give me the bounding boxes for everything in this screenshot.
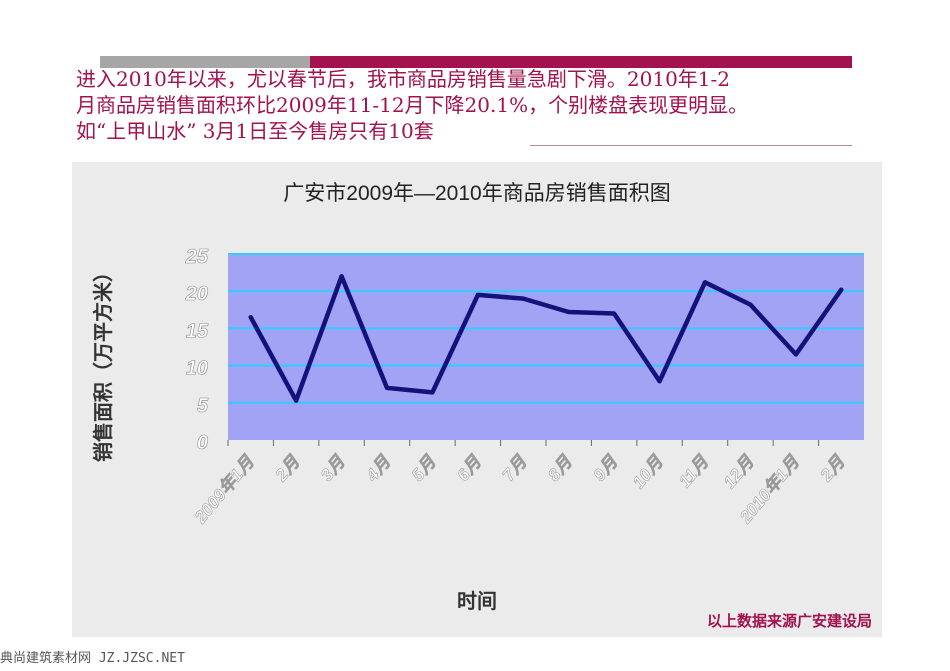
header-bar-gray — [100, 56, 310, 68]
y-tick-label: 0 — [197, 432, 208, 454]
x-tick-label: 3月 — [317, 452, 349, 485]
x-tick-label: 11月 — [675, 452, 712, 492]
headline-line-1: 进入2010年以来，尤以春节后，我市商品房销售量急剧下滑。2010年1-2 — [76, 67, 731, 91]
data-point — [248, 315, 253, 320]
x-tick-label: 12月 — [720, 452, 758, 492]
data-point — [475, 292, 480, 297]
sales-area-line-chart: 广安市2009年—2010年商品房销售面积图 0 5 10 15 20 25 2009年1月… — [91, 182, 872, 630]
plot-background — [228, 254, 864, 440]
y-tick-label: 5 — [197, 395, 209, 417]
chart-title: 广安市2009年—2010年商品房销售面积图 — [283, 182, 670, 205]
data-point — [430, 390, 435, 395]
x-axis-label: 时间 — [457, 590, 497, 613]
watermark-text: 典尚建筑素材网 JZ.JZSC.NET — [0, 651, 185, 666]
x-tick-label: 2009年1月 — [190, 452, 258, 528]
y-tick-label: 20 — [185, 283, 208, 305]
data-point — [748, 302, 753, 307]
headline-line-2: 月商品房销售面积环比2009年11-12月下降20.1%，个别楼盘表现更明显。 — [76, 93, 749, 117]
data-point — [294, 398, 299, 403]
y-axis-label: 销售面积（万平方米） — [91, 262, 115, 462]
y-tick-label: 25 — [185, 246, 209, 268]
data-point — [612, 311, 617, 316]
x-tick-label: 2月 — [816, 452, 849, 486]
headline-line-3: 如“上甲山水” 3月1日至今售房只有10套 — [76, 119, 434, 143]
data-point — [339, 274, 344, 279]
x-tick-label: 5月 — [408, 452, 440, 485]
data-point — [566, 310, 571, 315]
source-note: 以上数据来源广安建设局 — [707, 612, 872, 630]
x-tick-label: 8月 — [544, 452, 576, 485]
x-tick-label: 4月 — [362, 452, 395, 486]
y-tick-label: 15 — [186, 320, 209, 342]
data-point — [839, 287, 844, 292]
headline-underline — [530, 145, 852, 146]
data-point — [703, 280, 707, 285]
series-line — [248, 274, 844, 403]
data-point — [657, 379, 662, 384]
data-point — [521, 296, 526, 301]
x-tick-label: 6月 — [453, 452, 485, 485]
x-tick-label: 7月 — [499, 452, 531, 485]
y-tick-label: 10 — [186, 358, 208, 380]
data-point — [385, 385, 389, 390]
header-bar-accent — [310, 56, 852, 68]
x-tick-label: 10月 — [629, 452, 667, 492]
x-tick-label: 2月 — [271, 452, 304, 486]
data-point — [793, 352, 798, 357]
chart-panel: 广安市2009年—2010年商品房销售面积图 0 5 10 15 20 25 2009年1月… — [72, 162, 882, 637]
headline-text: 进入2010年以来，尤以春节后，我市商品房销售量急剧下滑。2010年1-2 月商… — [76, 66, 866, 144]
x-tick-label: 9月 — [590, 452, 622, 485]
